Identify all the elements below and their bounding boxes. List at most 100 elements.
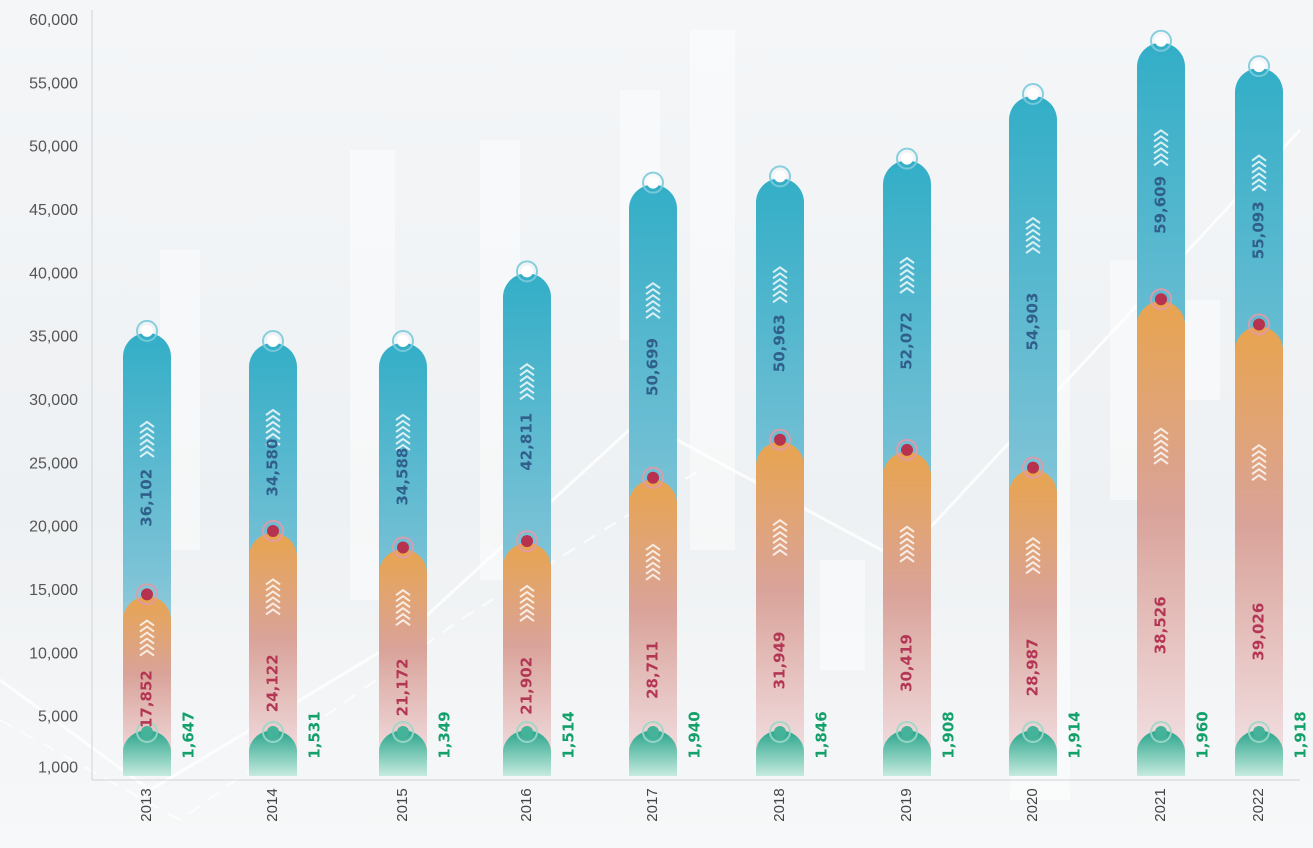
background-box: [820, 560, 865, 670]
blue-value-label: 50,699: [644, 338, 662, 396]
axes: 60,000 55,000 50,000 45,000 40,000 35,000 30,0…: [29, 10, 1300, 822]
orange-value-label: 38,526: [1152, 596, 1170, 654]
bar-green: [883, 730, 931, 776]
bars: [123, 29, 1283, 776]
green-top-marker-ring: [642, 721, 664, 743]
orange-value-label: 39,026: [1250, 603, 1268, 661]
blue-top-marker-ring: [642, 171, 664, 194]
blue-top-marker-ring: [392, 330, 414, 352]
bar-orange: [1235, 326, 1283, 770]
x-tick-label: 2021: [1152, 788, 1169, 821]
blue-top-marker-ring: [136, 319, 158, 342]
green-top-marker-ring: [896, 721, 918, 743]
y-tick-label: 60,000: [29, 12, 78, 29]
orange-top-marker: [267, 525, 279, 537]
blue-value-label: 34,580: [264, 439, 282, 497]
bar-orange: [249, 533, 297, 770]
orange-top-marker: [774, 433, 786, 446]
orange-value-label: 21,902: [518, 657, 536, 715]
chevron-icon: [139, 420, 155, 458]
bar-green: [379, 730, 428, 776]
blue-top-marker: [397, 335, 409, 347]
chevron-icon: [645, 543, 661, 581]
chevron-icon: [265, 578, 281, 616]
blue-value-label: 34,588: [394, 448, 412, 506]
orange-top-marker-ring: [1248, 313, 1270, 336]
green-top-marker-ring: [1150, 721, 1172, 743]
chevron-icon: [899, 525, 915, 563]
chevron-icon: [1153, 427, 1169, 465]
orange-top-marker-ring: [262, 520, 284, 542]
green-top-marker: [1155, 726, 1167, 738]
y-tick-label: 10,000: [29, 645, 78, 662]
green-value-label: 1,940: [686, 711, 704, 758]
bar-orange: [503, 543, 551, 770]
orange-value-label: 28,987: [1024, 638, 1042, 696]
green-top-marker: [1027, 726, 1039, 738]
bar-green: [503, 730, 551, 776]
bar-orange: [756, 441, 804, 770]
bar-green: [629, 730, 677, 776]
blue-top-marker-ring: [1248, 55, 1270, 78]
blue-top-marker-ring: [1022, 83, 1044, 105]
bar-orange: [1137, 301, 1185, 770]
chevron-icon: [1025, 537, 1041, 575]
blue-value-label: 50,963: [771, 314, 789, 372]
orange-top-marker: [1253, 318, 1265, 331]
green-top-marker: [1253, 726, 1265, 738]
chevron-icon: [265, 408, 281, 446]
blue-top-marker: [267, 335, 279, 347]
background-box: [690, 30, 735, 550]
orange-top-marker: [1027, 461, 1039, 474]
x-tick-label: 2018: [771, 788, 788, 821]
blue-top-marker: [901, 152, 913, 165]
green-value-label: 1,908: [940, 711, 958, 758]
y-tick-label: 20,000: [29, 519, 78, 536]
chevron-icon: [645, 281, 661, 320]
background-box: [1180, 300, 1220, 400]
chevron-icon: [1153, 129, 1169, 167]
chevron-icon: [899, 256, 915, 294]
orange-top-marker-ring: [1022, 456, 1044, 479]
bar-green: [123, 730, 171, 776]
green-top-marker: [397, 726, 409, 738]
chevron-icon: [139, 619, 155, 657]
blue-top-marker: [1253, 60, 1265, 73]
y-tick-label: 50,000: [29, 139, 78, 156]
y-tick-label: 25,000: [29, 455, 78, 472]
x-tick-label: 2016: [518, 788, 535, 821]
green-top-marker: [901, 726, 913, 738]
y-tick-label: 5,000: [38, 709, 78, 726]
green-value-label: 1,846: [813, 711, 831, 758]
blue-top-marker-ring: [769, 165, 791, 188]
chevron-icon: [519, 363, 535, 401]
orange-top-marker: [521, 535, 533, 548]
green-value-label: 1,647: [180, 711, 198, 758]
orange-top-marker: [901, 443, 913, 456]
blue-value-label: 52,072: [898, 312, 916, 370]
blue-value-label: 59,609: [1152, 176, 1170, 234]
bar-green: [756, 730, 804, 776]
blue-top-marker-ring: [516, 260, 538, 283]
blue-top-marker: [647, 176, 659, 189]
orange-top-marker-ring: [392, 536, 414, 559]
chevron-icon: [1251, 154, 1267, 192]
orange-top-marker-ring: [136, 583, 158, 606]
chevron-icon: [1251, 444, 1267, 482]
x-tick-label: 2013: [138, 788, 155, 821]
orange-value-label: 31,949: [771, 632, 789, 690]
orange-top-marker: [397, 541, 409, 554]
bar-green: [1009, 730, 1057, 776]
x-tick-label: 2017: [644, 788, 661, 821]
orange-top-marker: [647, 471, 659, 484]
blue-top-marker: [1027, 88, 1039, 100]
bar-orange: [883, 451, 931, 770]
orange-top-marker-ring: [642, 466, 664, 489]
x-tick-label: 2014: [264, 788, 281, 821]
bar-orange: [379, 549, 428, 770]
y-tick-label: 30,000: [29, 392, 78, 409]
bar-green: [1235, 730, 1283, 776]
y-tick-label: 35,000: [29, 329, 78, 346]
blue-value-label: 55,093: [1250, 201, 1268, 259]
orange-value-label: 30,419: [898, 634, 916, 692]
